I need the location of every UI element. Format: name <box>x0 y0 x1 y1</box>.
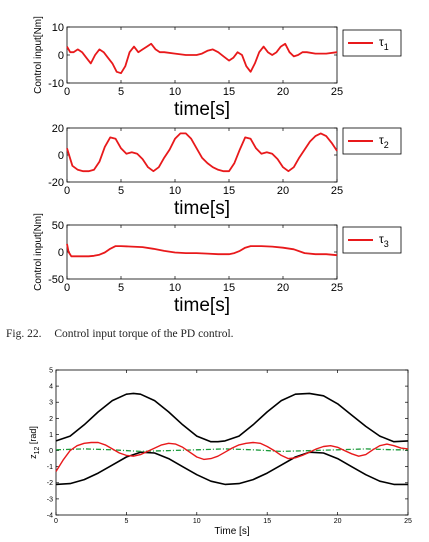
chart3-y-tick-label: 50 <box>52 220 64 232</box>
chart1-series-line-s1 <box>66 42 338 75</box>
chart4-y-tick-label: 1 <box>49 432 53 439</box>
chart4-x-axis-label: Time [s] <box>214 526 249 537</box>
chart1-y-tick-label: 10 <box>52 22 64 34</box>
chart1-x-tick-label: 15 <box>223 86 235 98</box>
chart3-x-tick-label: 20 <box>277 282 289 294</box>
chart4-x-tick-label: 20 <box>334 518 342 525</box>
chart4-series-line-response <box>55 441 409 472</box>
chart2-x-tick-label: 25 <box>331 185 343 197</box>
chart3-series-line-s1 <box>66 243 338 258</box>
chart4-x-tick-label: 5 <box>124 518 128 525</box>
chart4-y-tick-label: -2 <box>47 480 53 487</box>
chart4-y-tick-label: -3 <box>47 496 53 503</box>
chart4-y-tick-label: -4 <box>47 512 53 519</box>
chart3-y-tick-label: -50 <box>48 274 64 286</box>
figure-caption: Fig. 22. Control input torque of the PD … <box>6 328 426 340</box>
caption-number: Fig. 22. <box>6 328 42 340</box>
chart3-y-axis-label: Control input[Nm] <box>33 213 44 291</box>
chart1-y-tick-label: 0 <box>58 50 64 62</box>
chart4-series-line-reference <box>55 448 408 453</box>
chart4-y-tick-label: 3 <box>49 400 53 407</box>
chart3-x-tick-label: 0 <box>64 282 70 294</box>
chart2-x-axis-label: time[s] <box>174 198 230 219</box>
chart4-y-tick-label: 4 <box>49 384 53 391</box>
chart3-legend-label: τ3 <box>379 232 389 249</box>
chart2-plot-frame <box>66 127 338 183</box>
chart4-x-tick-label: 15 <box>263 518 271 525</box>
chart3-y-tick-label: 0 <box>58 247 64 259</box>
chart2-y-tick-label: -20 <box>48 177 64 189</box>
chart3-x-tick-label: 5 <box>118 282 124 294</box>
chart2-x-tick-label: 5 <box>118 185 124 197</box>
chart2-x-tick-label: 0 <box>64 185 70 197</box>
chart2-legend-label: τ2 <box>379 133 389 150</box>
chart4-y-tick-label: 0 <box>49 448 53 455</box>
chart1-x-tick-label: 0 <box>64 86 70 98</box>
chart4-x-tick-label: 10 <box>193 518 201 525</box>
chart1-x-tick-label: 5 <box>118 86 124 98</box>
chart1-y-axis-label: Control input[Nm] <box>33 16 44 94</box>
caption-text: Control input torque of the PD control. <box>54 328 234 340</box>
chart1-x-tick-label: 10 <box>169 86 181 98</box>
chart2-series-line-s1 <box>66 132 338 173</box>
chart4-y-tick-label: -1 <box>47 464 53 471</box>
chart4-x-tick-label: 25 <box>404 518 412 525</box>
chart4-y-tick-label: 2 <box>49 416 53 423</box>
chart4-y-axis-label: z12 [rad] <box>28 426 41 459</box>
chart2-x-tick-label: 10 <box>169 185 181 197</box>
chart4-series-line-lower-bound <box>55 451 408 486</box>
chart3-x-axis-label: time[s] <box>174 295 230 316</box>
chart2-y-tick-label: 0 <box>58 150 64 162</box>
chart4-x-tick-label: 0 <box>54 518 58 525</box>
chart2-y-tick-label: 20 <box>52 123 64 135</box>
chart2-x-tick-label: 20 <box>277 185 289 197</box>
chart1-x-tick-label: 20 <box>277 86 289 98</box>
chart1-x-tick-label: 25 <box>331 86 343 98</box>
chart3-x-tick-label: 10 <box>169 282 181 294</box>
chart4-plot-frame <box>55 369 409 516</box>
chart2-x-tick-label: 15 <box>223 185 235 197</box>
chart3-x-tick-label: 25 <box>331 282 343 294</box>
chart4-series-line-upper-bound <box>55 392 409 443</box>
chart3-plot-frame <box>66 224 338 280</box>
chart1-y-tick-label: -10 <box>48 78 64 90</box>
chart4-y-tick-label: 5 <box>49 367 53 374</box>
chart1-x-axis-label: time[s] <box>174 99 230 120</box>
chart1-legend-label: τ1 <box>379 35 389 52</box>
chart3-x-tick-label: 15 <box>223 282 235 294</box>
